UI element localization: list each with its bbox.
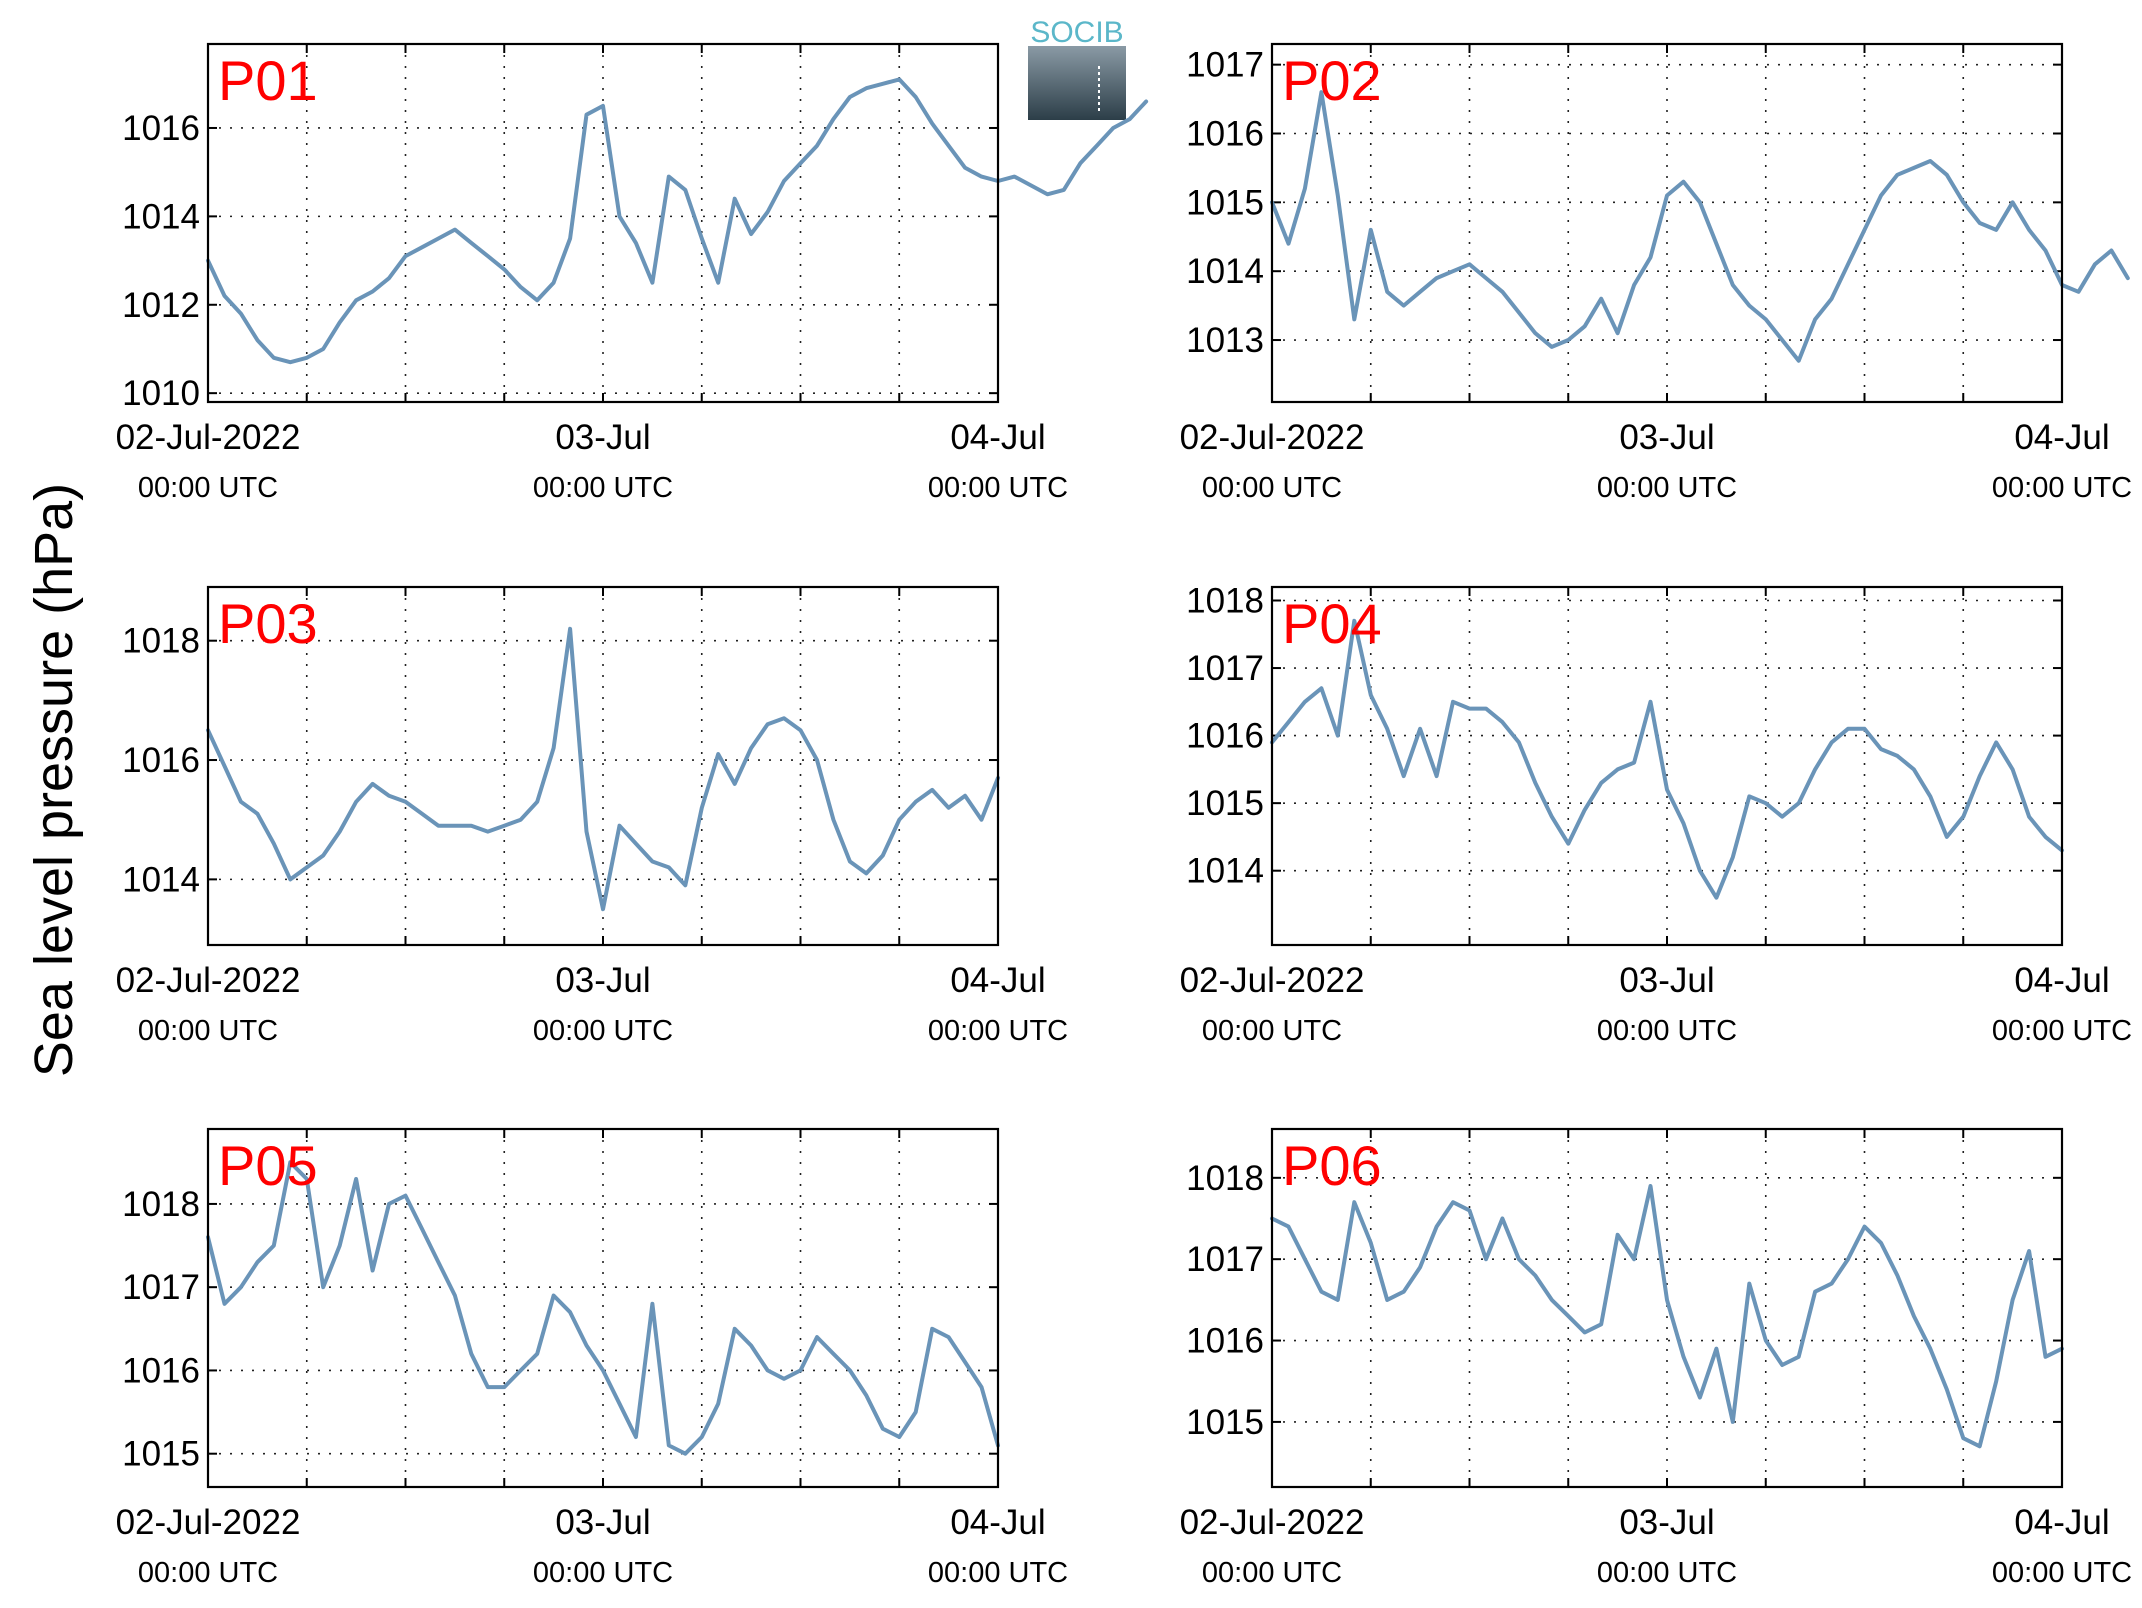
x-tick-sublabel: 00:00 UTC	[1992, 1015, 2132, 1047]
y-tick-label: 1018	[122, 1185, 200, 1224]
x-tick-label: 04-Jul	[950, 1503, 1045, 1542]
chart-panel-p03: 1014 1016 1018 P03 02-Jul-2022 00:00 UTC 03-Ju…	[116, 585, 1068, 1047]
plot-frame	[1270, 1127, 2064, 1489]
series-line-p06	[1270, 1184, 2064, 1449]
series-line-p01	[206, 77, 1149, 365]
y-tick-label: 1010	[122, 374, 200, 413]
x-tick-sublabel: 00:00 UTC	[1202, 1557, 1342, 1589]
series-line-p02	[1270, 90, 2130, 363]
logo-dot	[1098, 108, 1100, 111]
x-tick-label: 04-Jul	[2014, 1503, 2109, 1542]
y-tick-label: 1014	[122, 860, 200, 899]
y-tick-label: 1018	[122, 622, 200, 661]
x-tick-label: 04-Jul	[950, 418, 1045, 457]
y-tick-label: 1012	[122, 286, 200, 325]
panel-label: P05	[218, 1134, 318, 1197]
logo-dot	[1098, 90, 1100, 93]
x-tick-label: 04-Jul	[2014, 961, 2109, 1000]
x-tick-sublabel: 00:00 UTC	[1597, 472, 1737, 504]
y-tick-label: 1017	[122, 1268, 200, 1307]
x-tick-sublabel: 00:00 UTC	[928, 1557, 1068, 1589]
y-tick-label: 1017	[1186, 649, 1264, 688]
y-tick-label: 1017	[1186, 1240, 1264, 1279]
x-tick-label: 02-Jul-2022	[116, 418, 301, 457]
y-tick-label: 1014	[122, 197, 200, 236]
series-line-p05	[206, 1160, 1000, 1456]
chart-panel-p04: 1014 1015 1016 1017 1018 P04 02-Jul-2022 00:00 …	[1180, 582, 2133, 1047]
x-tick-label: 03-Jul	[1619, 1503, 1714, 1542]
x-tick-sublabel: 00:00 UTC	[1992, 1557, 2132, 1589]
x-tick-sublabel: 00:00 UTC	[928, 472, 1068, 504]
logo-dot	[1098, 78, 1100, 81]
y-axis-title: Sea level pressure (hPa)	[24, 483, 84, 1077]
y-tick-label: 1016	[1186, 1322, 1264, 1361]
panel-label: P04	[1282, 592, 1382, 655]
y-tick-label: 1016	[1186, 115, 1264, 154]
x-tick-label: 02-Jul-2022	[1180, 418, 1365, 457]
x-tick-sublabel: 00:00 UTC	[928, 1015, 1068, 1047]
y-tick-label: 1015	[122, 1435, 200, 1474]
logo-text: SOCIB	[1030, 16, 1123, 49]
y-tick-label: 1015	[1186, 183, 1264, 222]
y-tick-label: 1016	[122, 109, 200, 148]
plot-frame	[206, 1127, 1000, 1489]
y-tick-label: 1015	[1186, 1403, 1264, 1442]
y-tick-label: 1016	[1186, 717, 1264, 756]
chart-panel-p01: 1010 1012 1014 1016 P01 02-Jul-2022 00:00 UTC 0…	[116, 42, 1149, 504]
x-tick-label: 02-Jul-2022	[1180, 961, 1365, 1000]
plot-frame	[1270, 585, 2064, 947]
x-tick-label: 04-Jul	[2014, 418, 2109, 457]
x-tick-label: 04-Jul	[950, 961, 1045, 1000]
x-tick-sublabel: 00:00 UTC	[1202, 472, 1342, 504]
x-tick-sublabel: 00:00 UTC	[1597, 1557, 1737, 1589]
y-tick-label: 1016	[122, 1351, 200, 1390]
x-tick-sublabel: 00:00 UTC	[138, 472, 278, 504]
y-tick-label: 1016	[122, 741, 200, 780]
plot-frame	[206, 42, 1000, 404]
panel-label: P02	[1282, 49, 1382, 112]
plot-frame	[1270, 42, 2064, 404]
panel-label: P03	[218, 592, 318, 655]
y-tick-label: 1018	[1186, 582, 1264, 621]
panel-label: P06	[1282, 1134, 1382, 1197]
x-tick-label: 02-Jul-2022	[116, 1503, 301, 1542]
x-tick-label: 03-Jul	[1619, 418, 1714, 457]
y-tick-label: 1013	[1186, 321, 1264, 360]
x-tick-sublabel: 00:00 UTC	[533, 472, 673, 504]
series-line-p04	[1270, 618, 2064, 900]
x-tick-sublabel: 00:00 UTC	[138, 1557, 278, 1589]
x-tick-label: 03-Jul	[555, 961, 650, 1000]
x-tick-label: 02-Jul-2022	[116, 961, 301, 1000]
chart-panel-p02: 1013 1014 1015 1016 1017 P02 02-Jul-2022 00:00 …	[1180, 42, 2132, 504]
socib-logo: SOCIB	[1028, 16, 1126, 120]
logo-block	[1028, 46, 1126, 120]
x-tick-sublabel: 00:00 UTC	[1597, 1015, 1737, 1047]
y-tick-label: 1014	[1186, 252, 1264, 291]
x-tick-label: 03-Jul	[1619, 961, 1714, 1000]
y-tick-label: 1017	[1186, 46, 1264, 85]
x-tick-sublabel: 00:00 UTC	[1202, 1015, 1342, 1047]
x-tick-sublabel: 00:00 UTC	[533, 1557, 673, 1589]
y-tick-label: 1015	[1186, 784, 1264, 823]
plot-frame	[206, 585, 1000, 947]
x-tick-sublabel: 00:00 UTC	[533, 1015, 673, 1047]
x-tick-sublabel: 00:00 UTC	[138, 1015, 278, 1047]
x-tick-label: 03-Jul	[555, 1503, 650, 1542]
chart-panel-p05: 1015 1016 1017 1018 P05 02-Jul-2022 00:00 UTC 0…	[116, 1127, 1068, 1589]
x-tick-sublabel: 00:00 UTC	[1992, 472, 2132, 504]
x-tick-label: 03-Jul	[555, 418, 650, 457]
panel-label: P01	[218, 49, 318, 112]
logo-dot	[1098, 96, 1100, 99]
chart-panel-p06: 1015 1016 1017 1018 P06 02-Jul-2022 00:00 UTC 0…	[1180, 1127, 2132, 1589]
logo-dot	[1098, 66, 1100, 69]
y-tick-label: 1018	[1186, 1159, 1264, 1198]
logo-dot	[1098, 72, 1100, 75]
x-tick-label: 02-Jul-2022	[1180, 1503, 1365, 1542]
logo-dot	[1098, 84, 1100, 87]
logo-dot	[1098, 102, 1100, 105]
series-line-p03	[206, 626, 1000, 912]
y-tick-label: 1014	[1186, 852, 1264, 891]
